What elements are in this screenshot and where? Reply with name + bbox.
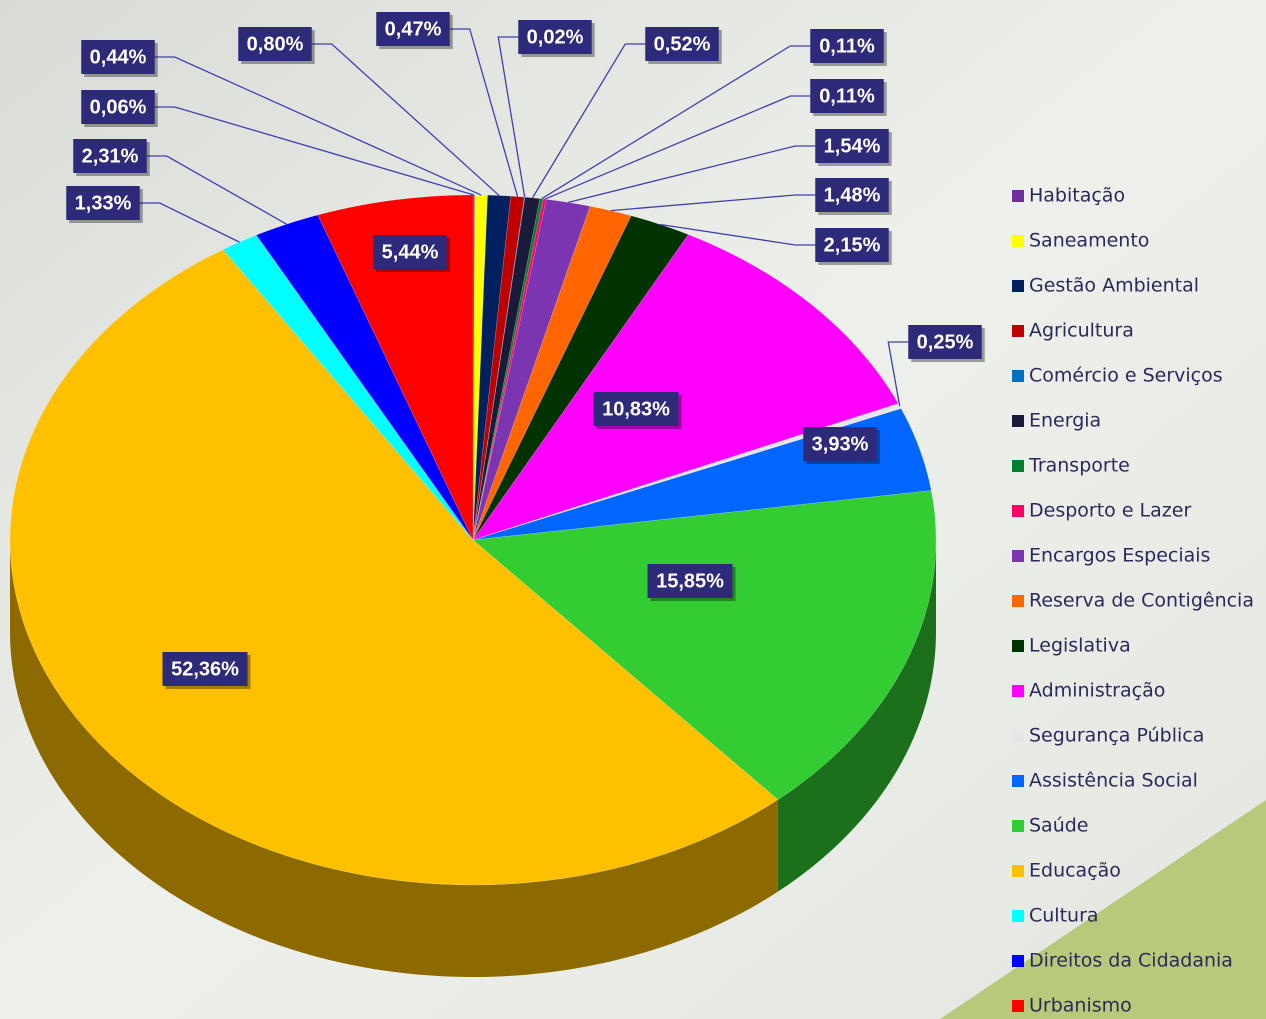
leader-line [154, 106, 475, 196]
data-label: 0,11% [819, 85, 875, 107]
label-box [810, 29, 884, 63]
legend-swatch [1012, 955, 1024, 967]
pie-slice [472, 490, 937, 800]
leader-line [139, 202, 240, 243]
legend-swatch [1012, 190, 1024, 202]
legend-label: Segurança Pública [1029, 725, 1204, 747]
legend-label: Encargos Especiais [1029, 545, 1210, 567]
legend-swatch [1012, 685, 1024, 697]
label-box [645, 27, 719, 61]
data-label: 0,44% [90, 46, 147, 68]
label-box [376, 12, 450, 46]
legend-label: Habitação [1029, 185, 1125, 207]
data-label: 1,54% [824, 135, 881, 157]
data-label: 1,33% [75, 192, 132, 214]
data-label: 0,25% [917, 331, 974, 353]
legend-swatch [1012, 1000, 1024, 1012]
label-box [238, 27, 312, 61]
legend-label: Energia [1029, 410, 1101, 432]
label-box [815, 178, 889, 212]
pie-side [10, 540, 778, 977]
legend-label: Desporto e Lazer [1029, 500, 1191, 522]
legend-swatch [1012, 550, 1024, 562]
legend-label: Reserva de Contigência [1029, 590, 1254, 612]
label-box [373, 235, 447, 269]
pie-slice [472, 234, 899, 541]
label-box [908, 325, 982, 359]
data-label: 0,02% [527, 26, 584, 48]
legend-label: Administração [1029, 680, 1165, 702]
legend-label: Saúde [1029, 815, 1089, 837]
legend-swatch [1012, 820, 1024, 832]
leader-line [568, 145, 816, 204]
data-label: 0,11% [819, 35, 875, 57]
legend-label: Comércio e Serviços [1029, 365, 1223, 387]
label-box [810, 79, 884, 113]
legend-label: Urbanismo [1029, 995, 1132, 1017]
legend-swatch [1012, 730, 1024, 742]
legend-swatch [1012, 640, 1024, 652]
label-box [815, 228, 889, 262]
label-box [518, 20, 592, 54]
legend-label: Direitos da Cidadania [1029, 950, 1233, 972]
data-label: 15,85% [656, 570, 724, 592]
label-box [66, 186, 140, 220]
leader-line [154, 56, 482, 196]
label-box [162, 652, 248, 686]
legend-label: Educação [1029, 860, 1121, 882]
legend-swatch [1012, 460, 1024, 472]
leader-line [146, 155, 287, 225]
leader-line [887, 341, 909, 407]
data-label: 0,47% [385, 18, 442, 40]
legend-label: Transporte [1028, 455, 1130, 477]
legend-label: Agricultura [1029, 320, 1134, 342]
legend-label: Assistência Social [1029, 770, 1198, 792]
pie-slice [472, 199, 591, 541]
data-label: 0,06% [90, 96, 147, 118]
label-box [73, 139, 147, 173]
legend-swatch [1012, 595, 1024, 607]
legend-label: Saneamento [1029, 230, 1149, 252]
legend-swatch [1012, 775, 1024, 787]
data-label: 2,31% [82, 145, 139, 167]
legend-label: Gestão Ambiental [1029, 275, 1199, 297]
leader-line [544, 95, 811, 200]
leader-line [531, 43, 646, 199]
legend-swatch [1012, 415, 1024, 427]
data-label: 5,44% [382, 241, 439, 263]
data-label: 1,48% [824, 184, 881, 206]
legend-swatch [1012, 370, 1024, 382]
data-label: 0,52% [654, 33, 711, 55]
leader-line [660, 223, 816, 246]
label-box [81, 90, 155, 124]
leader-line [311, 43, 500, 197]
leader-line [497, 36, 526, 198]
pie-slice [317, 194, 474, 541]
data-label: 2,15% [824, 234, 881, 256]
legend-swatch [1012, 865, 1024, 877]
pie-side [777, 540, 936, 892]
legend-swatch [1012, 505, 1024, 517]
label-box [803, 427, 877, 461]
data-label: 52,36% [171, 658, 239, 680]
legend-swatch [1012, 280, 1024, 292]
legend-label: Legislativa [1029, 635, 1131, 657]
pie-slice [9, 249, 779, 886]
leader-line [541, 45, 811, 200]
leader-line [610, 194, 816, 212]
legend-swatch [1012, 910, 1024, 922]
legend-swatch [1012, 235, 1024, 247]
label-box [593, 392, 679, 426]
label-box [815, 129, 889, 163]
legend-swatch [1012, 325, 1024, 337]
label-box [647, 564, 733, 598]
data-label: 10,83% [602, 398, 670, 420]
data-label: 0,80% [247, 33, 304, 55]
leader-line [449, 28, 519, 197]
label-box [81, 40, 155, 74]
legend-label: Cultura [1029, 905, 1099, 927]
data-label: 3,93% [812, 433, 869, 455]
